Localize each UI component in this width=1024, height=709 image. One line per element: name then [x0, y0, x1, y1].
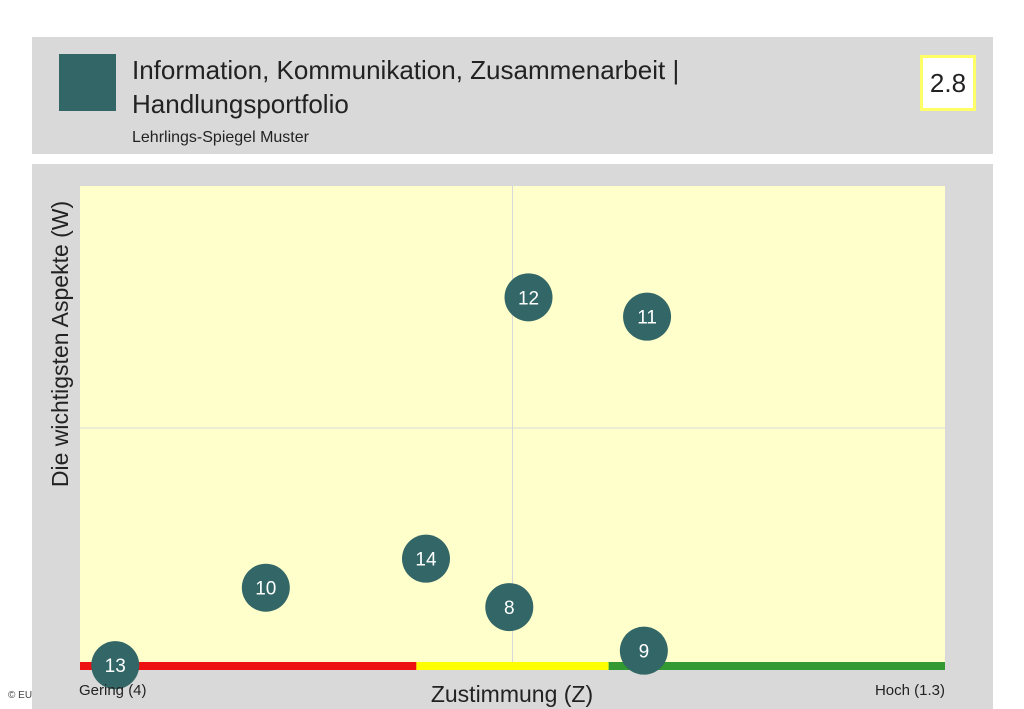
- data-point-label-12: 12: [518, 288, 539, 309]
- data-point-label-11: 11: [637, 308, 657, 329]
- data-points: 12 11 14 10 8 9 13: [91, 273, 672, 690]
- x-axis-high-label: Hoch (1.3): [875, 682, 945, 699]
- x-axis-title: Zustimmung (Z): [431, 681, 593, 707]
- title-line-2: Handlungsportfolio: [132, 89, 349, 119]
- rating-bar-segment-2: [416, 662, 609, 670]
- page-title: Information, Kommunikation, Zusammenarbe…: [132, 53, 832, 121]
- data-point-12: [504, 273, 553, 322]
- copyright-text: © EU: [8, 690, 33, 701]
- data-point-9: [619, 626, 668, 675]
- data-point-label-10: 10: [255, 579, 276, 600]
- portfolio-chart: 12 11 14 10 8 9 13 Gering (4) Hoch (1.3) Zusti…: [47, 186, 945, 707]
- data-point-11: [623, 292, 672, 341]
- data-point-10: [241, 563, 290, 612]
- y-axis-title: Die wichtigsten Aspekte (W): [47, 201, 73, 487]
- rating-bar-segment-1: [80, 662, 417, 670]
- header-panel: Information, Kommunikation, Zusammenarbe…: [32, 37, 993, 154]
- data-point-8: [485, 583, 534, 632]
- rating-bar-segment-3: [608, 662, 945, 670]
- chapter-number-badge: 2.8: [920, 55, 976, 111]
- data-point-13: [91, 641, 140, 690]
- data-point-label-8: 8: [504, 598, 515, 619]
- chart-panel: 12 11 14 10 8 9 13 Gering (4) Hoch (1.3) Zusti…: [32, 164, 993, 709]
- data-point-14: [402, 534, 450, 583]
- rating-bar: [80, 662, 945, 670]
- data-point-label-9: 9: [639, 642, 650, 663]
- title-line-1: Information, Kommunikation, Zusammenarbe…: [132, 55, 680, 85]
- x-axis-low-label: Gering (4): [79, 682, 147, 699]
- logo-square: [59, 54, 116, 111]
- data-point-label-13: 13: [105, 656, 126, 677]
- page-subtitle: Lehrlings-Spiegel Muster: [132, 129, 309, 146]
- data-point-label-14: 14: [415, 550, 437, 571]
